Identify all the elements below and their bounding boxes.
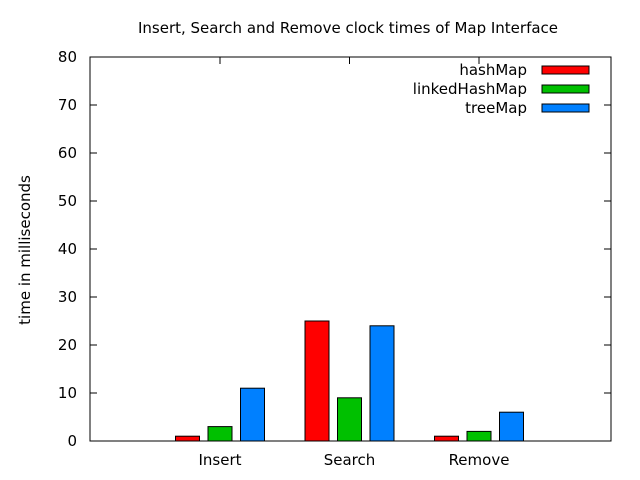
bar-linkedHashMap-remove xyxy=(466,430,492,442)
bar-hashMap-remove xyxy=(434,435,459,442)
y-tick-label: 10 xyxy=(58,384,77,402)
y-tick-label: 60 xyxy=(58,144,77,162)
chart-title: Insert, Search and Remove clock times of… xyxy=(138,19,558,37)
legend-swatch-linkedHashMap xyxy=(541,84,590,94)
x-tick-label: Remove xyxy=(449,451,510,469)
plot-frame xyxy=(89,56,612,442)
y-tick-label: 0 xyxy=(67,432,77,450)
x-axis: Insert Search Remove xyxy=(198,57,509,469)
legend-label-hashMap: hashMap xyxy=(459,61,527,79)
y-tick-label: 50 xyxy=(58,192,77,210)
legend-label-treeMap: treeMap xyxy=(465,99,527,117)
y-tick-label: 70 xyxy=(58,96,77,114)
x-tick-label: Insert xyxy=(198,451,241,469)
bar-hashMap-insert xyxy=(175,435,200,442)
bar-treeMap-search xyxy=(369,325,395,442)
legend-label-linkedHashMap: linkedHashMap xyxy=(413,80,527,98)
bar-hashMap-search xyxy=(304,320,330,442)
legend-swatch-hashMap xyxy=(541,65,590,75)
bar-treeMap-insert xyxy=(240,387,265,442)
bar-treeMap-remove xyxy=(499,411,524,442)
y-axis: 0 10 20 30 40 50 60 70 80 xyxy=(58,48,611,450)
y-tick-label: 40 xyxy=(58,240,77,258)
bar-linkedHashMap-search xyxy=(337,397,362,442)
bar-linkedHashMap-insert xyxy=(207,426,233,442)
legend-swatch-treeMap xyxy=(541,103,590,113)
y-tick-label: 20 xyxy=(58,336,77,354)
y-axis-label: time in milliseconds xyxy=(16,175,34,325)
y-tick-label: 80 xyxy=(58,48,77,66)
y-tick-label: 30 xyxy=(58,288,77,306)
bars xyxy=(175,320,524,442)
x-tick-label: Search xyxy=(324,451,376,469)
